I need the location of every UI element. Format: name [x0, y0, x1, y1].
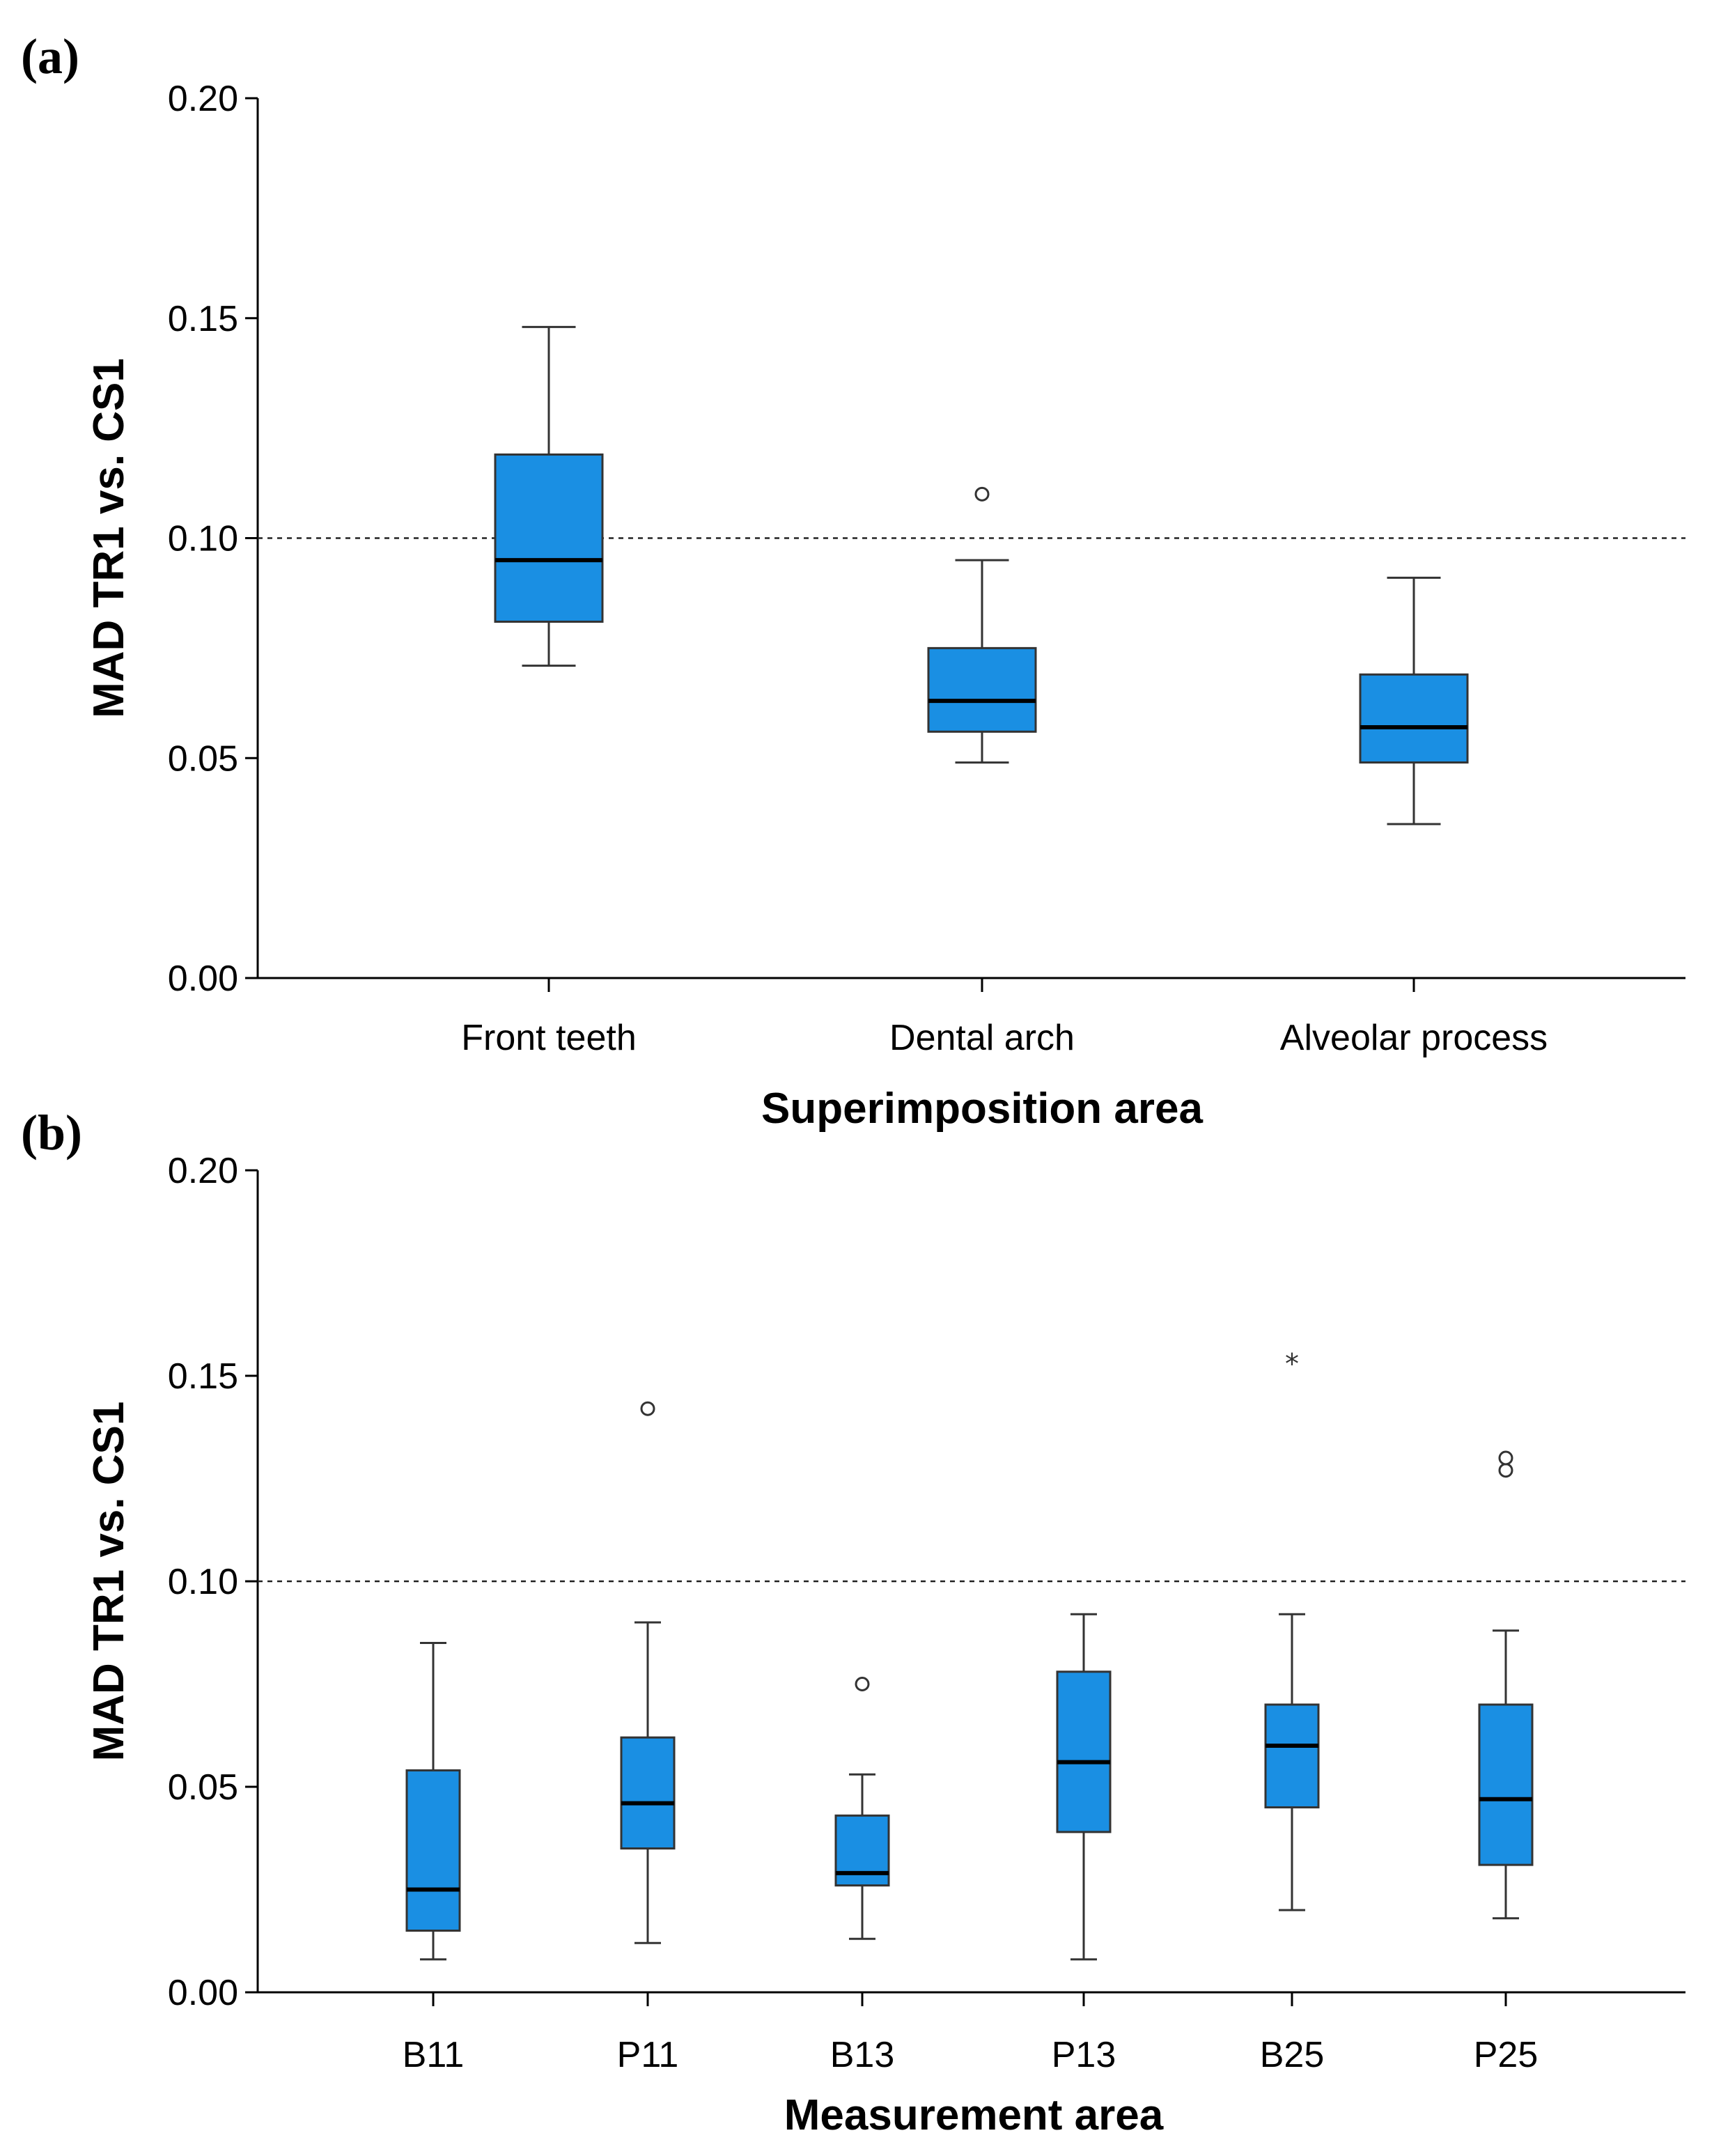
x-tick-label: P25: [1474, 2035, 1539, 2075]
box-group: B25 *: [1260, 1348, 1325, 2075]
y-axis-title: MAD TR1 vs. CS1: [85, 358, 133, 718]
iqr-box: [1478, 1703, 1534, 1866]
panel-label: (a): [21, 29, 79, 84]
box-group: P13: [1052, 1613, 1116, 2075]
outlier-point: [640, 1401, 655, 1416]
box-group: B11: [403, 1642, 465, 2075]
x-tick-label: P13: [1052, 2035, 1116, 2075]
x-tick-label: P11: [617, 2035, 679, 2075]
x-tick-label: Alveolar process: [1280, 1018, 1548, 1058]
x-axis-title: Superimposition area: [761, 1085, 1203, 1133]
x-axis-title: Measurement area: [784, 2091, 1164, 2139]
panel-a: (a) 0.00 0.05 0.10 0.15 0.20 Front teeth Dental…: [21, 29, 1685, 1133]
y-axis-title: MAD TR1 vs. CS1: [85, 1402, 133, 1762]
outlier-point: [1498, 1463, 1513, 1478]
outlier-point: [1498, 1450, 1513, 1466]
outlier-point: [974, 486, 990, 502]
y-tick-label: 0.05: [168, 738, 238, 779]
iqr-box: [494, 453, 604, 623]
box-group: Front teeth: [461, 325, 637, 1058]
panel-label: (b): [21, 1105, 82, 1161]
iqr-box: [405, 1769, 461, 1932]
y-tick-label: 0.15: [168, 299, 238, 339]
outlier-point: [855, 1677, 870, 1691]
y-tick-label: 0.10: [168, 519, 238, 559]
box-group: Alveolar process: [1280, 576, 1548, 1058]
y-tick-label: 0.20: [168, 79, 238, 119]
x-tick-label: Front teeth: [461, 1018, 636, 1058]
box-group: P11: [617, 1401, 679, 2075]
y-tick-label: 0.05: [168, 1767, 238, 1808]
iqr-box: [1056, 1670, 1112, 1833]
box-group: B13: [830, 1677, 895, 2075]
x-tick-label: B13: [830, 2035, 895, 2075]
y-tick-label: 0.10: [168, 1562, 238, 1602]
panel-b: (b) 0.00 0.05 0.10 0.15 0.20 B11 P11 B13 P13 B25 * P…: [21, 1105, 1685, 2139]
box-group: Dental arch: [889, 486, 1075, 1058]
y-tick-label: 0.00: [168, 1973, 238, 2013]
box-group: P25: [1474, 1450, 1539, 2075]
extreme-point: *: [1285, 1348, 1299, 1380]
y-tick-label: 0.15: [168, 1356, 238, 1397]
iqr-box: [620, 1736, 676, 1849]
iqr-box: [927, 646, 1037, 733]
x-tick-label: B11: [403, 2035, 465, 2075]
y-tick-label: 0.20: [168, 1151, 238, 1191]
y-tick-label: 0.00: [168, 959, 238, 999]
iqr-box: [1359, 673, 1469, 764]
x-tick-label: B25: [1260, 2035, 1325, 2075]
x-tick-label: Dental arch: [889, 1018, 1075, 1058]
iqr-box: [1264, 1703, 1320, 1808]
